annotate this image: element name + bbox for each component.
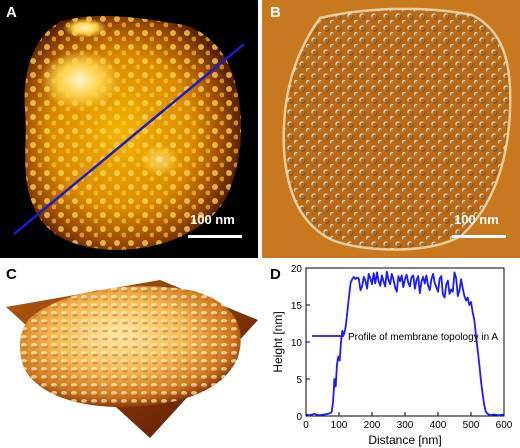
afm-height-image-a — [0, 0, 258, 258]
y-tick-label: 5 — [296, 375, 302, 386]
y-tick-label: 15 — [291, 301, 303, 312]
x-tick-label: 600 — [496, 420, 513, 431]
x-tick-label: 0 — [303, 420, 309, 431]
panel-label-a: A — [6, 4, 17, 21]
y-axis-label: Height [nm] — [271, 311, 285, 372]
panel-label-b: B — [270, 4, 281, 21]
panel-c: C — [0, 262, 262, 448]
panel-label-d: D — [270, 266, 281, 283]
afm-3d-topography-c — [6, 280, 258, 438]
height-profile-chart: 0 5 10 15 20 0 100 200 300 400 500 600 Profile of … — [271, 264, 513, 447]
legend-entry: Profile of membrane topology in A — [348, 332, 498, 343]
plot-frame — [305, 267, 505, 417]
y-tick-label: 20 — [291, 264, 303, 275]
y-tick-label: 10 — [291, 338, 303, 349]
profile-line — [13, 43, 245, 235]
x-tick-label: 300 — [397, 420, 414, 431]
panel-a: A 100 nm — [0, 0, 258, 258]
panel-label-c: C — [6, 266, 17, 283]
x-tick-label: 400 — [430, 420, 447, 431]
x-tick-label: 500 — [463, 420, 480, 431]
afm-amplitude-image-b — [262, 0, 520, 258]
x-tick-label: 200 — [364, 420, 381, 431]
x-tick-label: 100 — [331, 420, 348, 431]
scale-bar-b — [452, 235, 506, 238]
scale-bar-a — [188, 235, 242, 238]
height-profile-line — [305, 270, 505, 417]
scale-bar-label-a: 100 nm — [190, 212, 235, 227]
scale-bar-label-b: 100 nm — [454, 212, 499, 227]
x-axis-label: Distance [nm] — [368, 433, 441, 447]
y-tick-label: 0 — [296, 412, 302, 423]
panel-d: D 0 5 10 15 20 0 100 200 300 400 500 600 Profile o… — [262, 262, 520, 448]
panel-b: B 100 nm — [262, 0, 520, 258]
